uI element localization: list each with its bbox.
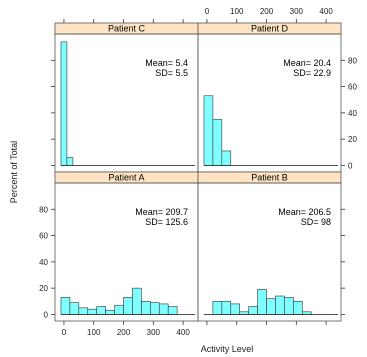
panel: Patient C Mean= 5.4SD= 5.5	[55, 23, 198, 172]
x-tick-label: 200	[260, 7, 274, 16]
x-tick-label: 100	[230, 7, 244, 16]
panel: Patient A Mean= 209.7SD= 125.6	[55, 172, 198, 321]
histogram-bar	[115, 305, 124, 314]
histogram-bar	[150, 303, 159, 315]
histogram-bar	[213, 301, 222, 314]
histogram-bar	[222, 301, 231, 314]
x-tick-label: 0	[205, 7, 210, 16]
histogram-bar	[61, 297, 70, 314]
x-tick-label: 400	[176, 328, 190, 337]
histogram-bar	[213, 119, 222, 165]
x-tick-label: 100	[87, 328, 101, 337]
y-axis-title: Percent of Total	[9, 141, 19, 203]
y-tick-label: 40	[39, 258, 48, 267]
panel-stat: Mean= 206.5	[278, 207, 331, 217]
panel-stat: Mean= 5.4	[145, 58, 188, 68]
panel-title: Patient D	[251, 24, 289, 34]
y-tick-label: 80	[39, 205, 48, 214]
histogram-bar	[275, 296, 284, 314]
y-tick-label: 20	[348, 135, 357, 144]
histogram-bar	[159, 304, 168, 315]
histogram-bar	[231, 304, 240, 315]
panel-stat: Mean= 209.7	[135, 207, 188, 217]
histogram-bar	[249, 307, 258, 315]
panel: Patient B Mean= 206.5SD= 98	[198, 172, 341, 321]
histogram-bar	[70, 303, 79, 315]
histogram-bar	[88, 309, 97, 314]
histogram-bar	[141, 301, 150, 314]
histogram-bar	[284, 297, 293, 314]
x-tick-label: 0	[62, 328, 67, 337]
y-tick-label: 0	[348, 161, 353, 170]
x-tick-label: 300	[290, 7, 304, 16]
y-tick-label: 80	[348, 56, 357, 65]
histogram-bar	[106, 310, 115, 314]
histogram-bar	[124, 297, 133, 314]
x-tick-label: 400	[319, 7, 333, 16]
x-tick-label: 300	[147, 328, 161, 337]
histogram-bar	[258, 289, 267, 314]
histogram-bar	[168, 307, 177, 315]
panel-frame	[55, 34, 198, 172]
y-tick-label: 0	[44, 310, 49, 319]
x-tick-label: 200	[117, 328, 131, 337]
histogram-bar	[132, 288, 141, 314]
y-tick-label: 60	[348, 83, 357, 92]
panel-stat: SD= 5.5	[155, 68, 188, 78]
panel: Patient D Mean= 20.4SD= 22.9	[198, 23, 341, 172]
panel-stat: SD= 98	[301, 217, 331, 227]
histogram-bar	[97, 307, 106, 315]
y-tick-label: 60	[39, 232, 48, 241]
histogram-bar	[222, 151, 231, 165]
panel-title: Patient A	[108, 173, 144, 183]
panel-title: Patient B	[251, 173, 288, 183]
panel-stat: Mean= 20.4	[283, 58, 331, 68]
panel-stat: SD= 125.6	[145, 217, 188, 227]
histogram-bar	[267, 299, 276, 315]
histogram-bar	[79, 308, 88, 315]
panel-stat: SD= 22.9	[293, 68, 331, 78]
x-axis-title: Activity Level	[201, 344, 254, 354]
histogram-bar	[293, 301, 302, 314]
y-tick-label: 20	[39, 284, 48, 293]
histogram-bar	[67, 158, 73, 166]
histogram-bar	[61, 42, 67, 166]
y-tick-label: 40	[348, 109, 357, 118]
panel-title: Patient C	[108, 24, 146, 34]
panels-layer: Patient C Mean= 5.4SD= 5.5 Patient D Mean= …	[55, 23, 341, 321]
histogram-bar	[204, 96, 213, 166]
